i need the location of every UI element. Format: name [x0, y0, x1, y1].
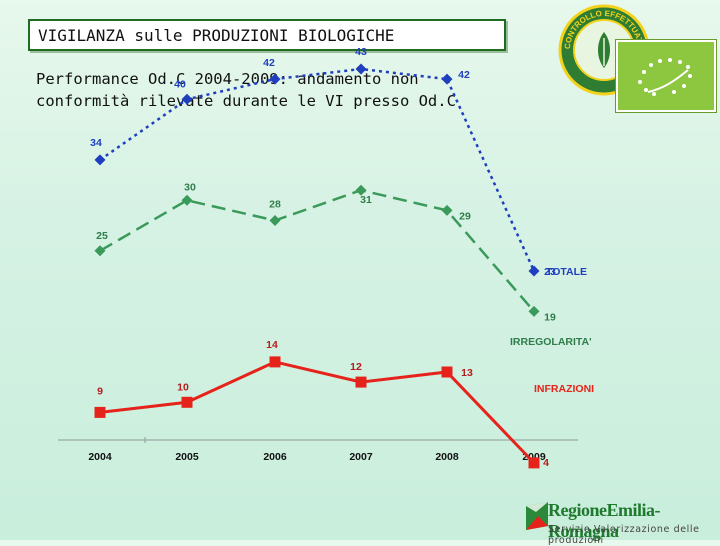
irregolarita-series-line [99, 188, 535, 313]
subtitle-line-2: conformità rilevate durante le VI presso… [36, 92, 456, 110]
data-point [269, 215, 281, 226]
x-tick-label: 2008 [435, 451, 459, 463]
data-point [355, 184, 367, 196]
data-label: 4 [543, 457, 549, 469]
data-label: 42 [263, 57, 275, 69]
page-title: VIGILANZA sulle PRODUZIONI BIOLOGICHE [28, 19, 506, 51]
data-label: 9 [97, 385, 103, 397]
data-point [181, 396, 193, 408]
data-point [528, 457, 540, 469]
data-label: 10 [177, 381, 189, 393]
data-point [355, 63, 367, 75]
regione-emilia-romagna-icon [522, 496, 720, 540]
data-point [181, 93, 193, 105]
data-point [269, 356, 281, 368]
data-label: 14 [266, 339, 278, 351]
series-label: INFRAZIONI [534, 383, 594, 395]
data-point [181, 194, 193, 206]
infrazioni-series-line [99, 360, 536, 464]
x-tick-label: 2009 [522, 451, 546, 463]
data-label: 30 [184, 181, 196, 193]
totale-series-line [99, 67, 536, 272]
data-label: 29 [459, 210, 471, 222]
series-label: TOTALE [546, 266, 587, 278]
x-tick-label: 2005 [175, 451, 199, 463]
subtitle-line-1: Performance Od.C 2004-2009: andamento no… [36, 70, 419, 88]
data-label: 25 [96, 230, 108, 242]
x-tick-label: 2007 [349, 451, 373, 463]
region-name: RegioneEmilia-Romagna [548, 500, 661, 541]
data-label: 28 [269, 199, 281, 211]
data-label: 19 [544, 311, 556, 323]
data-label: 23 [544, 266, 556, 278]
data-label: 12 [350, 361, 362, 373]
data-point [94, 154, 106, 166]
x-tick-label: 2004 [88, 451, 112, 463]
data-point [94, 406, 106, 418]
data-point [355, 376, 367, 388]
data-point [441, 73, 453, 85]
data-point [441, 366, 453, 378]
data-label: 31 [360, 194, 372, 206]
data-label: 43 [355, 46, 367, 58]
eu-organic-leaf-icon [616, 40, 716, 112]
data-point [528, 305, 540, 317]
data-label: 42 [458, 69, 470, 81]
data-point [441, 204, 453, 216]
data-point [94, 245, 106, 257]
data-point [269, 73, 281, 85]
region-subtitle: Servizio Valorizzazione delle produzioni [548, 524, 700, 546]
data-label: 40 [174, 78, 186, 90]
data-point [528, 265, 540, 277]
chart-subtitle: Performance Od.C 2004-2009: andamento no… [36, 68, 536, 112]
series-label: IRREGOLARITA' [510, 336, 592, 348]
data-label: 34 [90, 137, 102, 149]
x-tick-label: 2006 [263, 451, 287, 463]
data-label: 13 [461, 367, 473, 379]
